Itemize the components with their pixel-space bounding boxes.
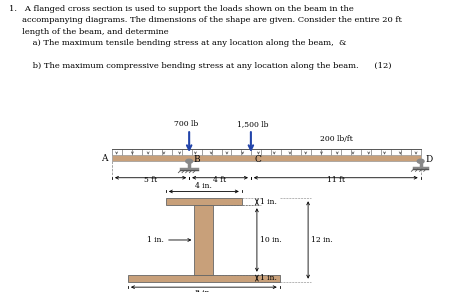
Text: 1 in.: 1 in. (260, 274, 277, 282)
Text: 1.   A flanged cross section is used to support the loads shown on the beam in t: 1. A flanged cross section is used to su… (9, 5, 402, 69)
Bar (166, 198, 242, 205)
Text: 8 in.: 8 in. (195, 289, 212, 292)
Bar (128, 275, 280, 281)
Text: 1 in.: 1 in. (147, 236, 164, 244)
Text: 4 in.: 4 in. (195, 182, 212, 190)
Circle shape (417, 159, 424, 163)
Text: 200 lb/ft: 200 lb/ft (320, 135, 353, 143)
Bar (112, 155, 420, 161)
Circle shape (186, 159, 192, 163)
Text: B: B (193, 155, 200, 164)
Text: 12 in.: 12 in. (311, 236, 333, 244)
Text: 4 ft: 4 ft (213, 176, 227, 184)
Text: C: C (255, 155, 262, 164)
Text: 1 in.: 1 in. (260, 198, 277, 206)
Text: 10 in.: 10 in. (260, 236, 282, 244)
Bar (194, 205, 213, 275)
Text: 11 ft: 11 ft (327, 176, 345, 184)
Text: 5 ft: 5 ft (144, 176, 157, 184)
Text: D: D (425, 155, 433, 164)
Text: A: A (101, 154, 108, 164)
Text: 700 lb: 700 lb (174, 120, 198, 128)
Text: 1,500 lb: 1,500 lb (237, 120, 268, 128)
